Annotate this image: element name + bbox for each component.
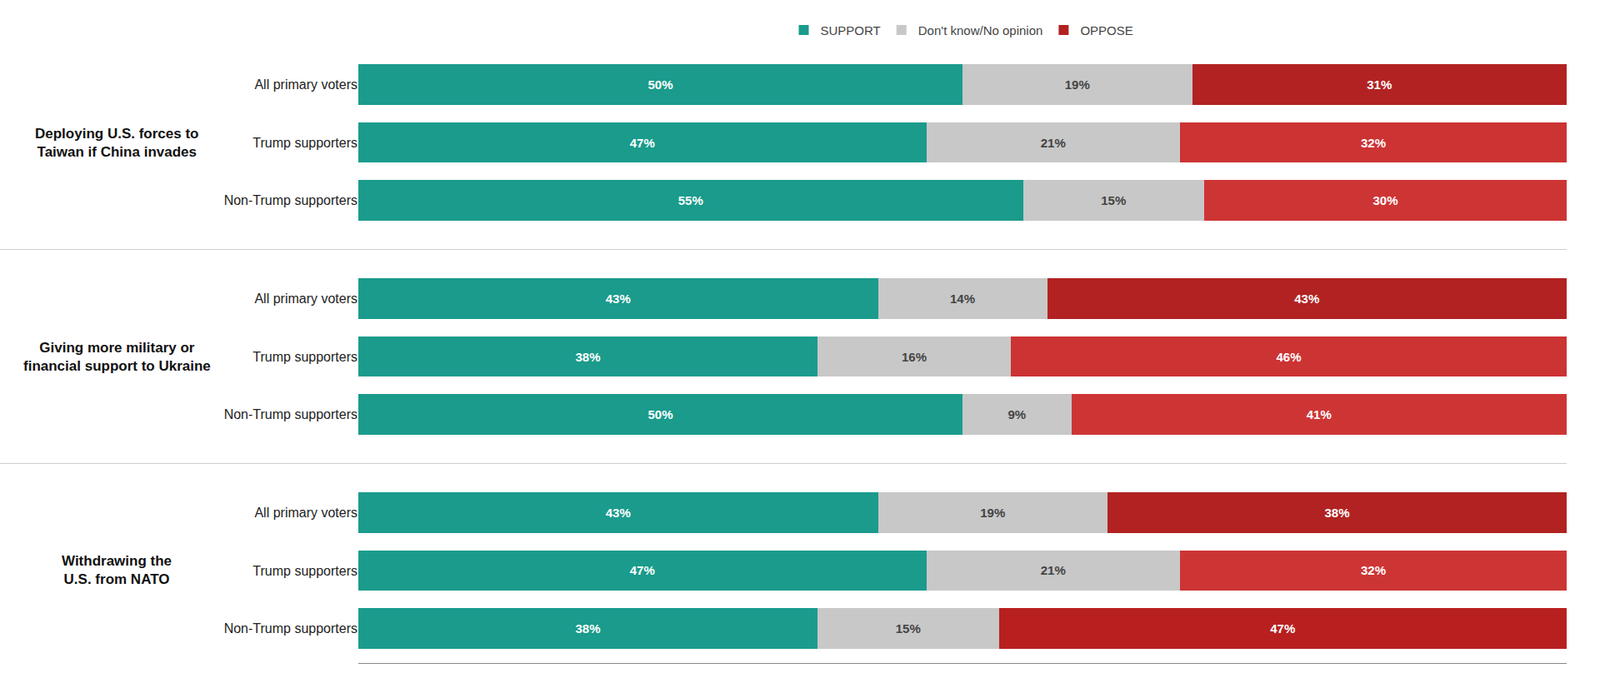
svg-text:31%: 31%	[1366, 77, 1392, 92]
svg-text:38%: 38%	[1324, 505, 1350, 520]
svg-text:19%: 19%	[980, 505, 1005, 520]
svg-text:Trump supporters: Trump supporters	[252, 350, 358, 365]
svg-text:46%: 46%	[1275, 350, 1301, 365]
svg-text:Don't know/No opinion: Don't know/No opinion	[918, 23, 1044, 38]
svg-text:OPPOSE: OPPOSE	[1080, 23, 1133, 38]
svg-text:55%: 55%	[678, 193, 704, 208]
svg-text:Non-Trump supporters: Non-Trump supporters	[224, 621, 358, 636]
svg-text:14%: 14%	[950, 291, 975, 306]
svg-text:21%: 21%	[1040, 135, 1066, 150]
svg-text:43%: 43%	[605, 291, 631, 306]
svg-text:32%: 32%	[1360, 563, 1386, 578]
svg-text:47%: 47%	[1270, 621, 1295, 636]
svg-text:38%: 38%	[575, 350, 600, 365]
svg-text:43%: 43%	[1294, 291, 1320, 306]
svg-text:50%: 50%	[647, 407, 673, 422]
svg-text:41%: 41%	[1306, 407, 1332, 422]
svg-text:Withdrawing theU.S. from NATO: Withdrawing theU.S. from NATO	[61, 553, 172, 588]
svg-text:All primary voters: All primary voters	[254, 505, 358, 520]
svg-text:47%: 47%	[630, 135, 655, 150]
svg-text:Deploying U.S. forces toTaiwan: Deploying U.S. forces toTaiwan if China …	[35, 125, 199, 160]
svg-text:47%: 47%	[630, 563, 655, 578]
svg-text:All primary voters: All primary voters	[254, 77, 358, 92]
svg-text:19%: 19%	[1065, 77, 1090, 92]
svg-text:Non-Trump supporters: Non-Trump supporters	[224, 407, 358, 422]
svg-text:38%: 38%	[575, 621, 600, 636]
svg-text:All primary voters: All primary voters	[254, 291, 358, 306]
svg-text:Trump supporters: Trump supporters	[252, 564, 358, 579]
svg-text:9%: 9%	[1007, 407, 1026, 422]
svg-text:15%: 15%	[895, 621, 921, 636]
svg-text:SUPPORT: SUPPORT	[820, 23, 881, 38]
svg-text:30%: 30%	[1372, 193, 1398, 208]
svg-text:15%: 15%	[1100, 193, 1126, 208]
svg-text:Non-Trump supporters: Non-Trump supporters	[224, 193, 358, 208]
svg-text:50%: 50%	[647, 77, 673, 92]
svg-text:Trump supporters: Trump supporters	[252, 135, 358, 150]
svg-text:16%: 16%	[901, 350, 927, 365]
svg-text:Giving more military orfinanci: Giving more military orfinancial support…	[23, 340, 211, 375]
svg-text:43%: 43%	[605, 505, 631, 520]
svg-text:32%: 32%	[1360, 135, 1386, 150]
svg-text:21%: 21%	[1040, 563, 1066, 578]
